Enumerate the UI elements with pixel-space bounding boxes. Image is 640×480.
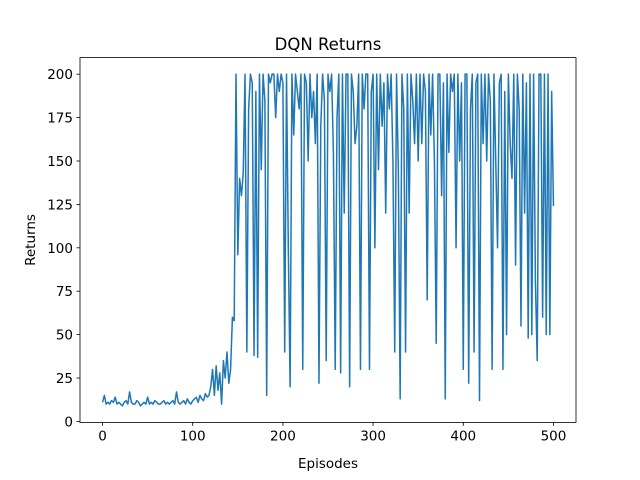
x-tick-label: 0 xyxy=(98,428,107,444)
plot-frame xyxy=(79,57,577,423)
x-tick-label: 300 xyxy=(360,428,386,444)
line xyxy=(101,73,555,407)
y-tick-label: 75 xyxy=(56,284,73,300)
x-tick-label: 100 xyxy=(180,428,206,444)
y-tick-label: 100 xyxy=(47,241,73,257)
y-tick-label: 125 xyxy=(47,197,73,213)
y-tick-label: 175 xyxy=(47,111,73,127)
y-tick-label: 200 xyxy=(47,67,73,83)
y-tick-label: 25 xyxy=(56,371,73,387)
x-tick-label: 200 xyxy=(270,428,296,444)
y-tick-label: 150 xyxy=(47,154,73,170)
x-axis-label: Episodes xyxy=(298,456,358,472)
y-tick-label: 0 xyxy=(64,414,73,430)
x-tick-label: 400 xyxy=(450,428,476,444)
y-tick-label: 50 xyxy=(56,328,73,344)
chart-title: DQN Returns xyxy=(275,35,382,54)
x-tick-label: 500 xyxy=(541,428,567,444)
y-axis-label: Returns xyxy=(23,214,39,266)
